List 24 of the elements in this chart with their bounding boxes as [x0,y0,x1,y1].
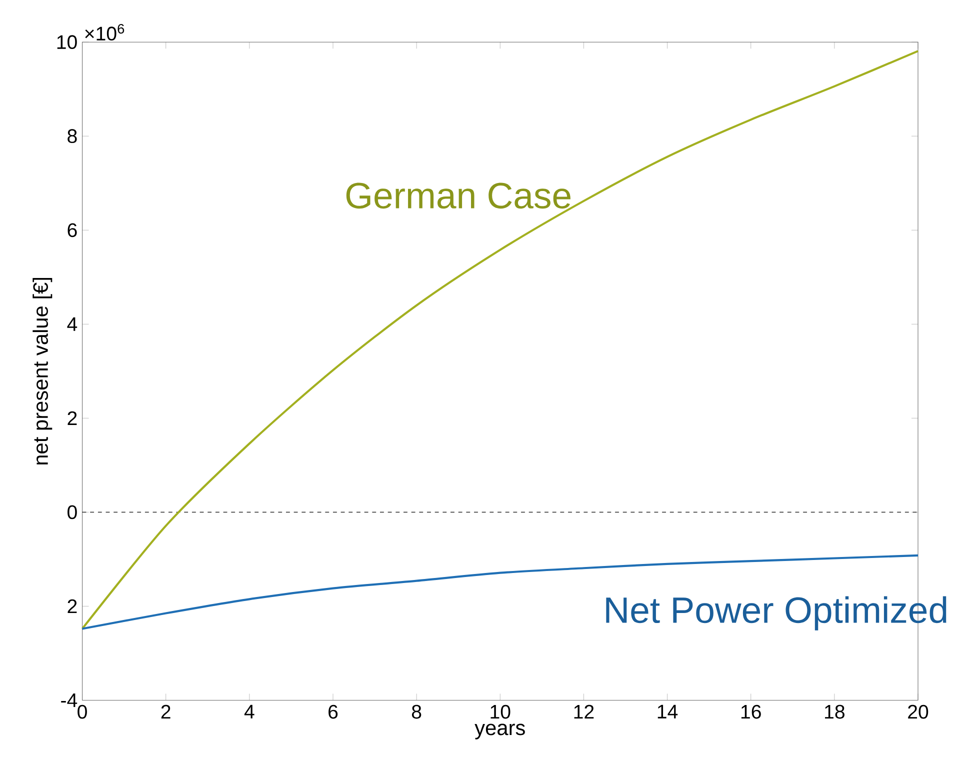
x-tick-label: 20 [908,705,928,719]
y-tick-label: 0 [68,506,77,520]
x-tick-label: 12 [574,705,594,719]
series-label: German Case [346,182,570,209]
series-label: Net Power Optimized [606,596,946,631]
x-tick-label: 0 [78,705,87,719]
y-tick-label: 4 [67,318,78,332]
text: ×10$^{6}$ [85,24,124,41]
x-tick-label: 8 [412,705,422,719]
y-tick-label: 6 [68,223,77,238]
x-tick-label: 18 [825,705,844,719]
x-tick-label: 10 [490,705,510,719]
y-tick-label: 8 [68,129,77,144]
x-axis-title: years [474,724,525,740]
x-tick-label: 6 [328,705,338,719]
y-axis-title: net present value [€] [32,278,52,465]
x-tick-label: 2 [161,705,170,719]
x-tick-label: 16 [741,705,761,719]
y-tick-label: 2 [68,412,77,426]
y-tick-label: 10 [57,35,77,50]
x-tick-label: 14 [658,705,678,719]
y-tick-label: -4 [61,694,78,708]
x-tick-label: 4 [244,705,254,719]
y-tick-label: 2 [68,600,77,614]
